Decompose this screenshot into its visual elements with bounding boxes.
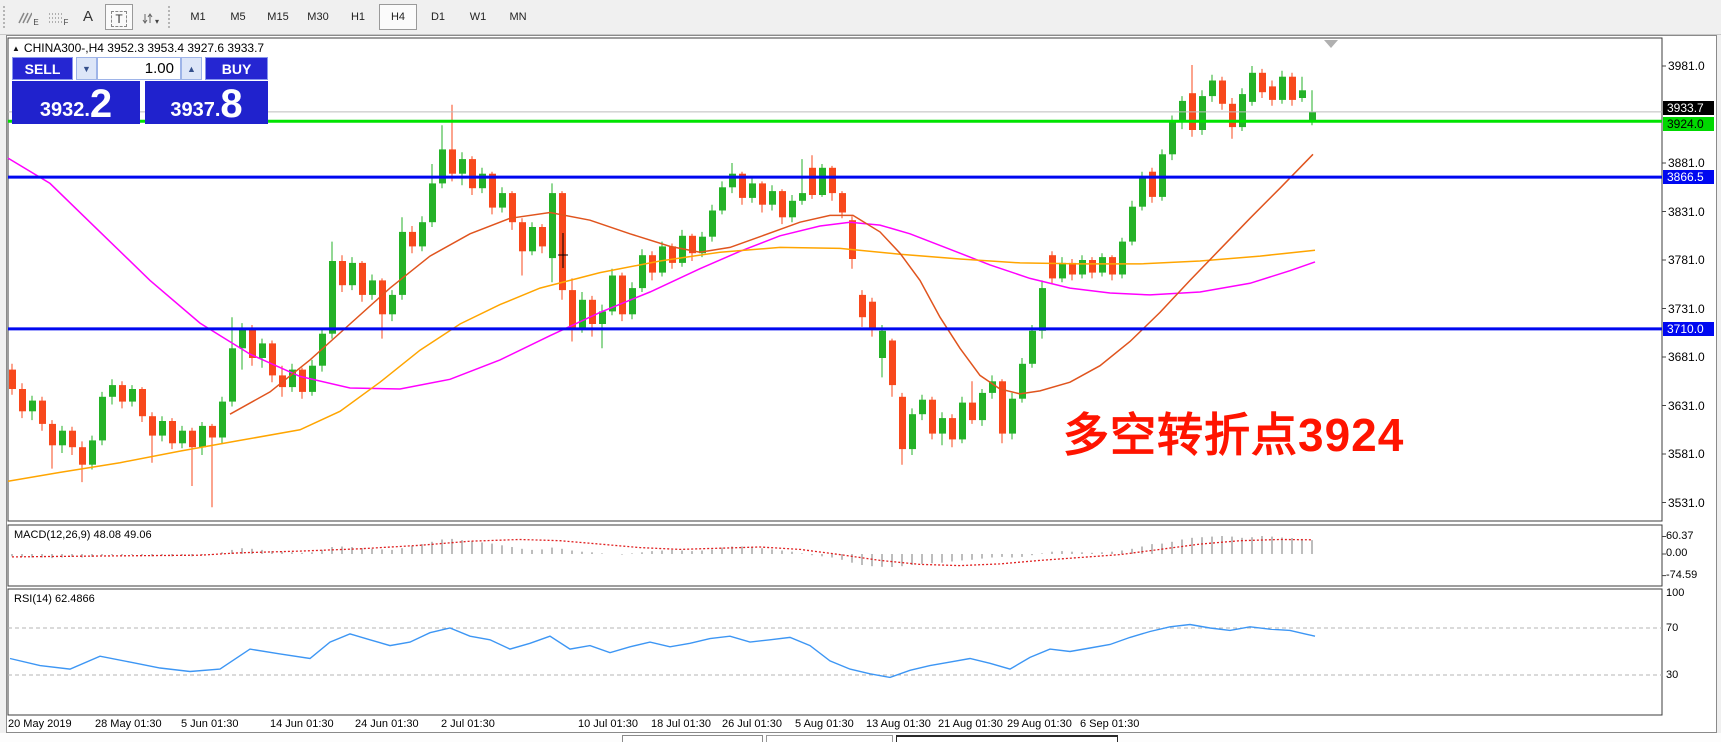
toolbar-grip[interactable] [3, 6, 10, 28]
sell-button[interactable]: SELL [12, 57, 73, 80]
buy-button[interactable]: BUY [205, 57, 268, 80]
ma-vermilion [229, 153, 1314, 415]
symbol-header: ▲ CHINA300-,H4 3952.3 3953.4 3927.6 3933.… [12, 41, 264, 55]
date-label: 6 Sep 01:30 [1080, 718, 1140, 730]
timeframe-button-m5[interactable]: M5 [230, 11, 246, 23]
macd-scale-label: 60.37 [1666, 529, 1694, 542]
bid-price-button[interactable]: 3932. 2 [12, 81, 140, 124]
date-label: 10 Jul 01:30 [578, 718, 638, 730]
timeframe-bar: M1 M5 M15 M30 H1 H4 D1 W1 MN [178, 4, 538, 30]
date-label: 2 Jul 01:30 [441, 718, 495, 730]
macd-signal-line [11, 538, 1313, 567]
price-tick-label: 3681.0 [1668, 350, 1705, 364]
shift-marker-icon [1324, 40, 1338, 48]
price-level-box: 3924.0 [1663, 117, 1714, 132]
rsi-line [9, 623, 1316, 679]
date-label: 5 Aug 01:30 [795, 718, 854, 730]
price-tick-label: 3981.0 [1668, 59, 1705, 73]
toolbar-icons: E F A T ▾ [13, 4, 165, 30]
price-level-box: 3710.0 [1663, 321, 1714, 336]
macd-histogram [11, 536, 1313, 567]
price-tick-label: 3831.0 [1668, 204, 1705, 219]
rsi-label: RSI(14) 62.4866 [14, 593, 95, 605]
timeframe-button-mn[interactable]: MN [509, 11, 527, 23]
bottom-cutoff-strip [0, 733, 1721, 742]
date-label: 24 Jun 01:30 [355, 718, 419, 730]
symbol-ohlc-text: CHINA300-,H4 3952.3 3953.4 3927.6 3933.7 [23, 41, 265, 55]
price-tick-label: 3781.0 [1668, 253, 1705, 267]
indicators-icon[interactable]: E [15, 4, 41, 28]
cursor-tools-icon[interactable]: ▾ [137, 4, 163, 28]
ask-price-big: 8 [220, 82, 243, 126]
chart-annotation-text[interactable]: 多空转折点3924 [1063, 409, 1405, 461]
date-label: 14 Jun 01:30 [270, 718, 334, 730]
toolbar: E F A T ▾ M1 M5 M15 M30 H1 H4 D1 W1 MN [0, 0, 1721, 35]
macd-panel[interactable] [7, 524, 1663, 587]
macd-scale-label: -74.59 [1666, 568, 1698, 581]
text-tool-icon[interactable]: T [105, 4, 133, 30]
date-label: 13 Aug 01:30 [866, 718, 931, 730]
price-tick-label: 3631.0 [1668, 398, 1705, 413]
price-tick-label: 3731.0 [1668, 301, 1705, 316]
timeframe-button-d1[interactable]: D1 [430, 11, 446, 23]
timeframe-button-m30[interactable]: M30 [307, 11, 329, 23]
rsi-panel[interactable] [7, 588, 1663, 716]
macd-label: MACD(12,26,9) 48.08 49.06 [14, 529, 152, 541]
volume-decrease-button[interactable]: ▼ [76, 57, 97, 80]
price-tick-label: 3881.0 [1668, 156, 1705, 170]
taskbar-item[interactable] [766, 735, 893, 742]
date-label: 29 Aug 01:30 [1007, 718, 1072, 730]
trade-panel: SELL ▼ 1.00 ▲ BUY [12, 57, 268, 80]
timeframe-button-m1[interactable]: M1 [190, 11, 206, 23]
rsi-scale-label: 30 [1666, 669, 1679, 681]
timeframe-button-m15[interactable]: M15 [267, 11, 289, 23]
ask-price-button[interactable]: 3937. 8 [145, 81, 268, 124]
taskbar-item[interactable] [622, 735, 763, 742]
collapse-arrow-icon[interactable]: ▲ [12, 44, 20, 53]
date-label: 5 Jun 01:30 [181, 718, 239, 730]
rsi-scale-label: 70 [1666, 622, 1679, 634]
volume-input[interactable]: 1.00 [97, 57, 181, 80]
toolbar-separator [168, 6, 175, 28]
price-tick-label: 3581.0 [1668, 447, 1705, 461]
candlestick-series [9, 65, 1316, 508]
price-level-box: 3866.5 [1663, 170, 1714, 185]
date-label: 21 Aug 01:30 [938, 718, 1003, 730]
price-tick-label: 3531.0 [1668, 495, 1705, 510]
grid-icon[interactable]: F [45, 4, 71, 28]
price-level-box: 3933.7 [1663, 100, 1714, 115]
timeframe-button-w1[interactable]: W1 [469, 11, 487, 23]
date-label: 26 Jul 01:30 [722, 718, 782, 730]
timeframe-button-h1[interactable]: H1 [350, 11, 366, 23]
ask-price-small: 3937. [170, 99, 221, 121]
date-label: 28 May 01:30 [95, 718, 162, 730]
timeframe-button-h4[interactable]: H4 [379, 4, 417, 30]
bid-price-big: 2 [89, 82, 113, 126]
date-label: 18 Jul 01:30 [651, 718, 711, 730]
bid-price-small: 3932. [39, 99, 90, 121]
taskbar-item[interactable] [896, 735, 1118, 742]
date-label: 20 May 2019 [8, 718, 72, 730]
main-chart-panel[interactable] [7, 37, 1663, 522]
label-tool-icon[interactable]: A [82, 8, 93, 25]
rsi-scale-label: 100 [1666, 586, 1685, 599]
macd-scale-label: 0.00 [1666, 547, 1688, 559]
volume-increase-button[interactable]: ▲ [181, 57, 202, 80]
ma-orange [7, 246, 1316, 482]
